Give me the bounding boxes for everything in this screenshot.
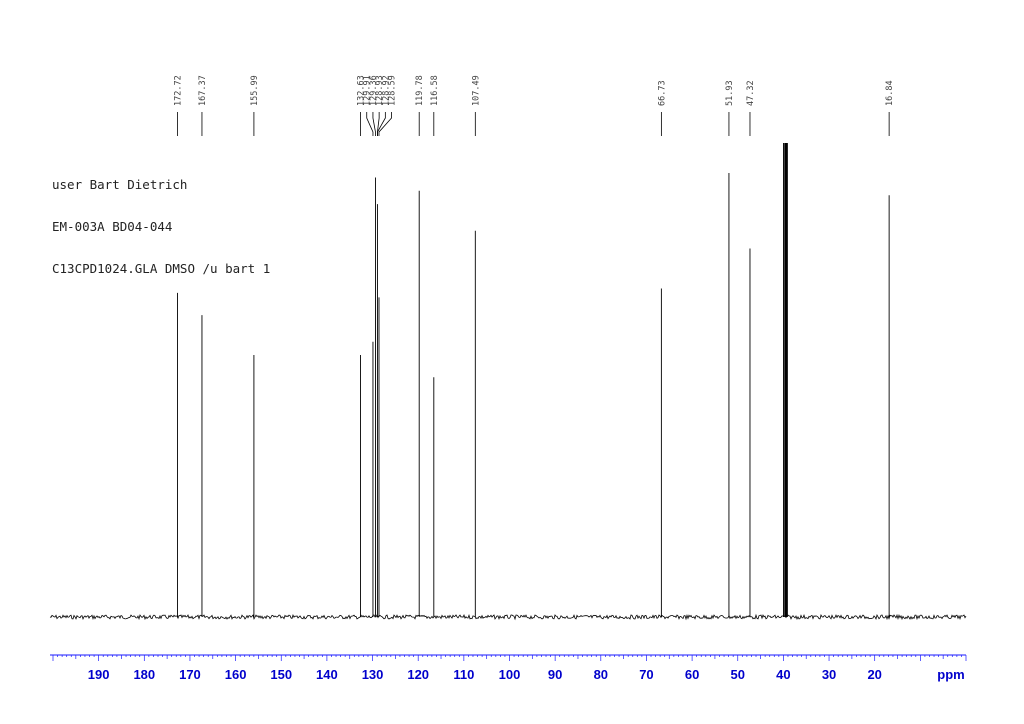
info-line-user: user Bart Dietrich: [52, 177, 188, 192]
peak-label: 167.37: [198, 75, 208, 106]
peak-label: 47.32: [746, 80, 756, 106]
x-axis-tick-label: 50: [731, 667, 745, 682]
peak-label: 128.92: [381, 75, 391, 106]
peak-label: 129.91: [363, 75, 373, 106]
peak-label-leader: [377, 112, 386, 136]
peak-label: 155.99: [250, 75, 260, 106]
peak-label: 172.72: [174, 75, 184, 106]
x-axis-tick-label: 120: [407, 667, 429, 682]
x-axis-tick-label: 40: [776, 667, 790, 682]
info-line-sample: EM-003A BD04-044: [52, 219, 173, 234]
peak-label: 129.36: [369, 75, 379, 106]
x-axis-tick-label: 180: [133, 667, 155, 682]
peak-label: 16.84: [885, 80, 895, 106]
peak-label: 132.63: [357, 75, 367, 106]
peak-label: 119.78: [415, 75, 425, 106]
peak-label: 116.58: [430, 75, 440, 106]
x-axis-tick-label: 140: [316, 667, 338, 682]
peak-label-layer: 172.72 167.37 155.99 132.63129.91129.36128.…: [174, 75, 895, 136]
x-axis-tick-label: 150: [270, 667, 292, 682]
peak-label-leader: [372, 112, 376, 136]
x-axis: 190 180 170 160 150 140 130 120 110 100 90 80 70 60 50…: [50, 654, 967, 682]
x-axis-tick-label: 80: [594, 667, 608, 682]
x-axis-tick-label: 190: [88, 667, 110, 682]
x-axis-tick-label: 30: [822, 667, 836, 682]
peak-label: 107.49: [471, 75, 481, 106]
acquisition-info: user Bart Dietrich EM-003A BD04-044 C13C…: [52, 150, 270, 290]
peak-label: 128.59: [388, 75, 398, 106]
x-axis-tick-label: 170: [179, 667, 201, 682]
x-axis-tick-label: 60: [685, 667, 699, 682]
peak-layer: [177, 143, 890, 617]
peak-label-leader: [378, 112, 392, 136]
peak-label: 66.73: [657, 80, 667, 106]
x-axis-tick-label: 160: [225, 667, 247, 682]
x-axis-tick-label: 90: [548, 667, 562, 682]
x-axis-tick-label: 110: [453, 667, 474, 682]
spectrum-baseline: [49, 613, 967, 621]
info-line-experiment: C13CPD1024.GLA DMSO /u bart 1: [52, 261, 271, 276]
x-axis-unit-label: ppm: [937, 667, 964, 682]
peak-label: 51.93: [725, 80, 735, 106]
x-axis-tick-label: 130: [362, 667, 384, 682]
x-axis-tick-label: 100: [499, 667, 521, 682]
x-axis-tick-label: 70: [639, 667, 653, 682]
peak-label-leader: [366, 112, 374, 136]
x-axis-tick-label: 20: [867, 667, 881, 682]
peak-label: 128.93: [375, 75, 385, 106]
